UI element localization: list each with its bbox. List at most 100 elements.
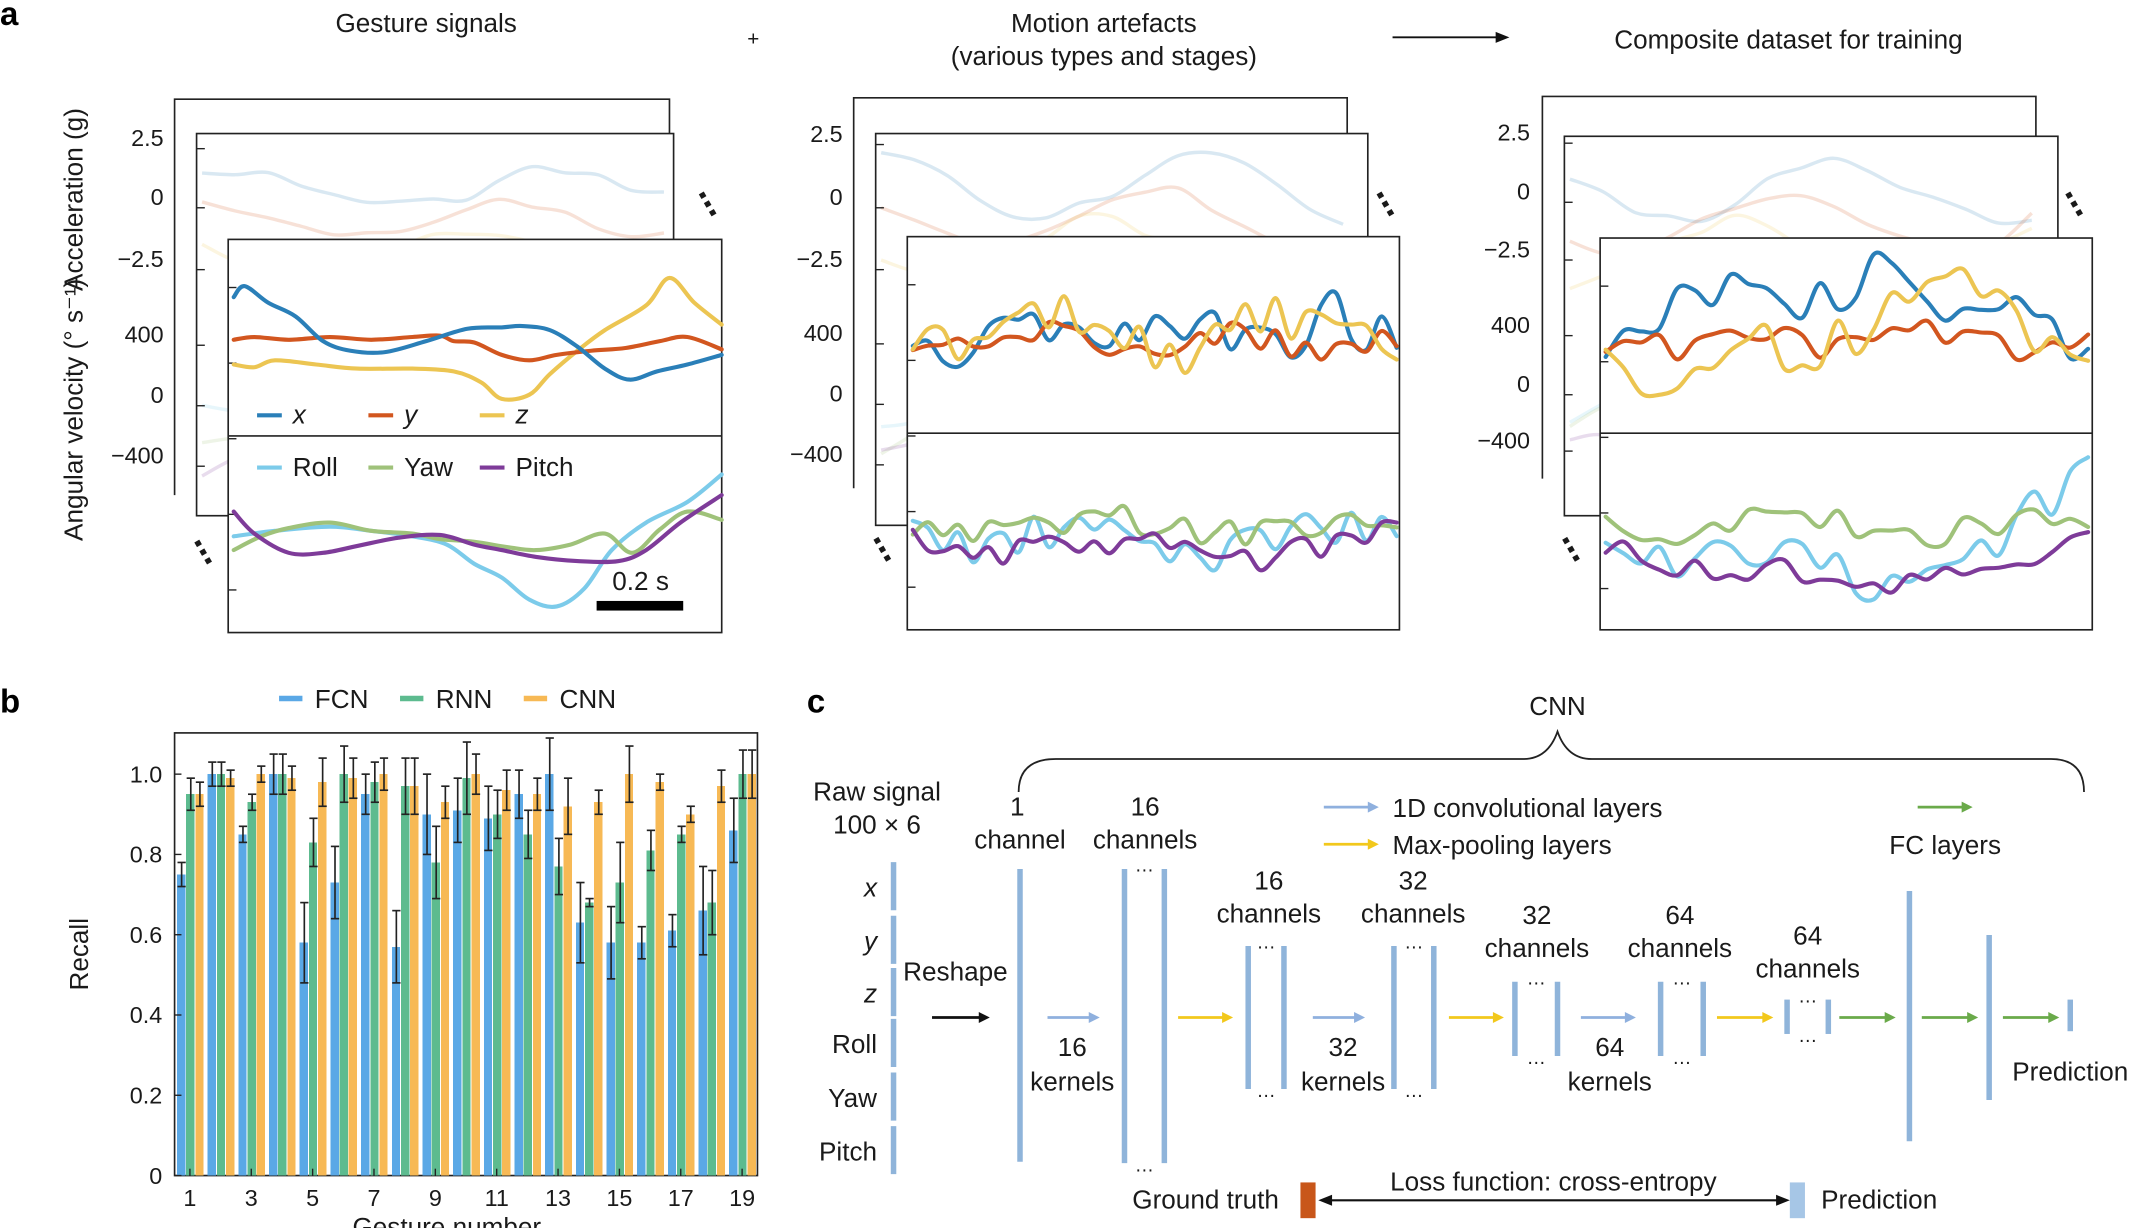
bar-cnn bbox=[287, 778, 296, 1176]
ellipsis-icon: ⋯ bbox=[860, 529, 904, 572]
bar-cnn bbox=[655, 782, 664, 1176]
bar-cnn bbox=[379, 774, 388, 1176]
signal-yaw bbox=[1603, 506, 2091, 550]
signal-roll bbox=[910, 510, 1399, 573]
signal-stack-artefacts: 2.5 0 −2.5 400 0 −400 ⋯ ⋯ bbox=[790, 96, 1406, 631]
conv-arrow-icon bbox=[1047, 1011, 1100, 1023]
x-tick-label: 9 bbox=[429, 1185, 442, 1211]
kernel-count-label: 16 bbox=[1058, 1032, 1087, 1062]
arrow-right-icon bbox=[1392, 31, 1510, 43]
ellipsis-icon: … bbox=[1256, 933, 1275, 954]
input-label-y: y bbox=[862, 926, 879, 956]
legend-fc-arrow-icon bbox=[1917, 801, 1973, 813]
conv-arrow-icon bbox=[1312, 1011, 1366, 1023]
kernel-unit-label: kernels bbox=[1568, 1066, 1652, 1096]
bar-cnn bbox=[686, 814, 695, 1176]
ellipsis-icon: … bbox=[1527, 968, 1546, 989]
bar-fcn bbox=[729, 830, 738, 1176]
raw-signal-label: Raw signal bbox=[813, 776, 941, 806]
x-tick-label: 7 bbox=[367, 1185, 380, 1211]
bar-fcn bbox=[422, 814, 431, 1176]
ellipsis-icon: … bbox=[1135, 1155, 1154, 1176]
bar-rnn bbox=[278, 774, 287, 1176]
ground-truth-label: Ground truth bbox=[1132, 1185, 1279, 1215]
signal-pitch bbox=[231, 493, 724, 565]
ellipsis-icon: ⋯ bbox=[685, 183, 729, 226]
cnn-label: CNN bbox=[1529, 691, 1586, 721]
bar-fcn bbox=[514, 794, 523, 1176]
bar-group-14 bbox=[575, 789, 603, 1176]
y-tick-label: −2.5 bbox=[117, 246, 163, 272]
pool-arrow-icon bbox=[1716, 1011, 1774, 1023]
bar-rnn bbox=[431, 862, 440, 1176]
bar-cnn bbox=[348, 778, 358, 1176]
legend-label-rnn: RNN bbox=[436, 684, 493, 714]
legend-label-z: z bbox=[515, 400, 529, 430]
signal-z bbox=[231, 275, 724, 402]
panel-b: b FCN RNN CNN 00.20.40.60.81.01 3 5 7 9 11 13 15 1… bbox=[0, 682, 759, 1228]
bar-rnn bbox=[677, 834, 686, 1176]
legend-pool-arrow-icon bbox=[1323, 838, 1379, 850]
signal-x bbox=[1603, 250, 2091, 362]
x-tick-label: 1 bbox=[183, 1185, 196, 1211]
y-tick-label: 400 bbox=[125, 322, 164, 348]
bar-cnn bbox=[716, 786, 726, 1176]
signal-x bbox=[910, 289, 1399, 370]
double-arrow-icon bbox=[1318, 1194, 1790, 1206]
bar-rnn bbox=[186, 794, 195, 1176]
y-tick-label: 1.0 bbox=[130, 761, 162, 787]
bar-fcn bbox=[207, 774, 217, 1176]
y-tick-label: 0 bbox=[830, 381, 843, 407]
faded-signal-x bbox=[880, 150, 1344, 226]
input-label-yaw: Yaw bbox=[828, 1083, 877, 1113]
y-tick-label: 400 bbox=[1491, 312, 1530, 338]
legend-label-roll: Roll bbox=[293, 452, 338, 482]
ground-truth-block bbox=[1300, 1182, 1316, 1219]
ellipsis-icon: … bbox=[1672, 968, 1691, 989]
bar-cnn bbox=[624, 774, 634, 1176]
prediction-label: Prediction bbox=[2012, 1057, 2128, 1087]
signal-yaw bbox=[231, 509, 724, 555]
bar-fcn bbox=[667, 930, 677, 1176]
plus-sign: + bbox=[747, 28, 759, 51]
bar-rnn bbox=[216, 774, 226, 1176]
panel-a: a Gesture signals + Motion artefacts (va… bbox=[0, 0, 2095, 634]
y-tick-label: 0.8 bbox=[130, 842, 162, 868]
legend-conv-arrow-icon bbox=[1323, 801, 1379, 813]
ellipsis-icon: … bbox=[1404, 933, 1423, 954]
bar-rnn bbox=[615, 882, 625, 1176]
faded-signal-x bbox=[1569, 156, 2032, 226]
ylabel-acceleration: Acceleration (g) bbox=[58, 108, 88, 291]
legend-fc-label: FC layers bbox=[1889, 830, 2001, 860]
bar-cnn bbox=[747, 774, 756, 1176]
bar-rnn bbox=[646, 850, 655, 1176]
signal-legend: x y z Roll Yaw Pitch bbox=[257, 400, 574, 482]
bar-group-2 bbox=[207, 761, 235, 1176]
conv-arrow-icon bbox=[1580, 1011, 1636, 1023]
reshape-label: Reshape bbox=[903, 956, 1008, 986]
bar-group-7 bbox=[361, 757, 389, 1176]
bar-rnn bbox=[707, 902, 717, 1176]
bar-fcn bbox=[299, 942, 309, 1176]
bar-fcn bbox=[606, 942, 615, 1176]
ellipsis-icon: … bbox=[1527, 1048, 1546, 1069]
kernel-count-label: 64 bbox=[1595, 1032, 1624, 1062]
y-tick-label: 0.4 bbox=[130, 1002, 162, 1028]
y-tick-label: 0 bbox=[1517, 179, 1530, 205]
signal-pitch bbox=[1603, 530, 2091, 595]
x-tick-label: 17 bbox=[668, 1185, 694, 1211]
bar-cnn bbox=[471, 774, 480, 1176]
bar-group-17 bbox=[667, 805, 695, 1176]
bar-rnn bbox=[339, 774, 348, 1176]
layer-unit-label: channels bbox=[1217, 899, 1322, 929]
layer-count-label: 16 bbox=[1131, 791, 1160, 821]
bar-fcn bbox=[637, 942, 646, 1176]
bar-cnn bbox=[318, 782, 327, 1176]
fc-arrow-icon bbox=[1839, 1011, 1896, 1023]
legend-label-pitch: Pitch bbox=[516, 452, 574, 482]
bar-fcn bbox=[575, 922, 585, 1176]
y-tick-label: 0 bbox=[151, 382, 164, 408]
back-frame bbox=[173, 98, 671, 496]
pool-arrow-icon bbox=[1448, 1011, 1504, 1023]
